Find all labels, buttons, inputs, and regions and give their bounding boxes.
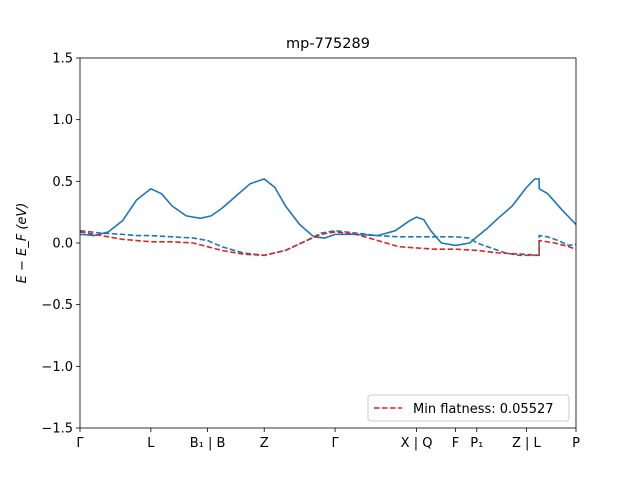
y-tick-label: 1.0 (52, 113, 73, 128)
x-tick-label: F (452, 436, 459, 451)
x-tick-label: Z (260, 436, 269, 451)
x-tick-label: B₁ | B (190, 436, 226, 451)
x-tick-label: P (572, 436, 580, 451)
x-axis: Γ L B₁ | B Z Γ X | Q F P₁ Z | L P (76, 428, 580, 451)
x-tick-label: Γ (76, 436, 84, 451)
y-tick-label: −1.0 (41, 360, 73, 375)
x-tick-label: X | Q (401, 436, 433, 451)
legend-label: Min flatness: 0.05527 (413, 402, 554, 417)
y-tick-label: 0.0 (52, 237, 73, 252)
y-tick-label: −1.5 (41, 422, 73, 437)
legend: Min flatness: 0.05527 (367, 394, 570, 422)
y-axis: 1.5 1.0 0.5 0.0 −0.5 −1.0 −1.5 (41, 52, 80, 437)
min-flatness-band-line (80, 231, 576, 257)
legend-box (367, 394, 570, 422)
series-layer (80, 178, 576, 257)
chart-title: mp-775289 (286, 36, 370, 52)
y-tick-label: 1.5 (52, 52, 73, 67)
x-tick-label: P₁ (470, 436, 483, 451)
x-tick-label: L (147, 436, 155, 451)
x-tick-label: Γ (331, 436, 339, 451)
y-axis-label: E − E_F (eV) (15, 203, 30, 284)
y-tick-label: 0.5 (52, 175, 73, 190)
y-tick-label: −0.5 (41, 298, 73, 313)
band-line-1 (80, 178, 576, 247)
x-tick-label: Z | L (512, 436, 542, 451)
